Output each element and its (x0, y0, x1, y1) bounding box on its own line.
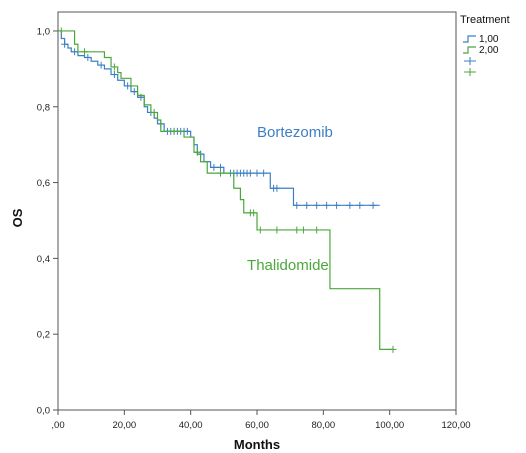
censor-mark (183, 127, 191, 135)
x-tick-label: 100,00 (375, 420, 404, 431)
survival-curve-2 (58, 30, 393, 350)
y-tick-label: 0,6 (37, 178, 50, 189)
legend: Treatment 1,002,00 (460, 14, 510, 76)
annotations-layer: Bortezomib Thalidomide (247, 124, 333, 274)
legend-censor-icon (464, 68, 476, 76)
legend-line-icon (463, 35, 476, 43)
y-tick-label: 1,0 (37, 26, 50, 37)
series-2 (57, 27, 397, 353)
censor-mark (273, 226, 281, 234)
censor-mark (303, 201, 311, 209)
censor-mark (369, 201, 377, 209)
censor-mark (323, 201, 331, 209)
censor-mark (333, 201, 341, 209)
censor-mark (57, 27, 65, 35)
censor-mark (81, 48, 89, 56)
censor-mark (313, 226, 321, 234)
x-tick-label: ,00 (51, 420, 64, 431)
censor-mark (299, 226, 307, 234)
censor-mark (313, 201, 321, 209)
legend-title: Treatment (460, 14, 510, 26)
legend-censor-icon (464, 57, 476, 65)
censor-mark (97, 61, 105, 69)
censor-mark (71, 48, 79, 56)
censor-mark (389, 345, 397, 353)
y-tick-label: 0,4 (37, 254, 50, 265)
censor-mark (110, 63, 118, 71)
y-tick-label: 0,2 (37, 330, 50, 341)
legend-line-icon (463, 46, 476, 54)
censor-mark (256, 226, 264, 234)
y-tick-label: 0,8 (37, 102, 50, 113)
y-axis-ticks: 0,0 0,2 0,4 0,6 0,8 1,0 (37, 26, 58, 417)
censor-mark (193, 148, 201, 156)
y-tick-label: 0,0 (37, 406, 50, 417)
annotation-2: Thalidomide (247, 257, 329, 274)
series-layer (57, 27, 397, 353)
x-tick-label: 60,00 (245, 420, 269, 431)
censor-mark (293, 201, 301, 209)
censor-mark (110, 71, 118, 79)
x-tick-label: 120,00 (441, 420, 470, 431)
censor-mark (293, 226, 301, 234)
censor-mark (273, 184, 281, 192)
x-tick-label: 20,00 (112, 420, 136, 431)
censor-mark (130, 88, 138, 96)
x-tick-label: 80,00 (311, 420, 335, 431)
censor-mark (124, 82, 132, 90)
annotation-1: Bortezomib (257, 124, 333, 141)
censor-mark (170, 127, 178, 135)
legend-label: 1,00 (479, 34, 499, 45)
censor-mark (150, 108, 158, 116)
x-tick-label: 40,00 (179, 420, 203, 431)
censor-mark (246, 169, 254, 177)
censor-mark (356, 201, 364, 209)
legend-items: 1,002,00 (463, 34, 499, 76)
legend-label: 2,00 (479, 45, 499, 56)
x-axis-ticks: ,00 20,00 40,00 60,00 80,00 100,00 120,00 (51, 410, 471, 431)
censor-mark (346, 201, 354, 209)
censor-mark (260, 169, 268, 177)
x-axis-title: Months (234, 437, 280, 452)
censor-mark (84, 53, 92, 61)
censor-mark (253, 169, 261, 177)
y-axis-title: OS (10, 208, 25, 227)
censor-mark (250, 209, 258, 217)
censor-mark (217, 169, 225, 177)
censor-mark (210, 163, 218, 171)
censor-mark (61, 40, 69, 48)
